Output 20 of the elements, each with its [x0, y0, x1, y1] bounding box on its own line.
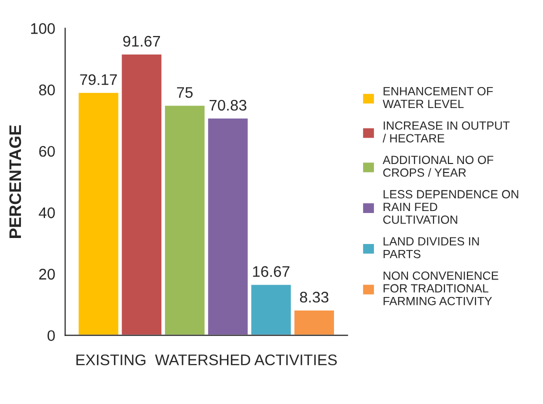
legend-label: LESS DEPENDENCE ON RAIN FED CULTIVATION: [383, 190, 518, 224]
legend-label: ADDITIONAL NO OF CROPS / YEAR: [382, 156, 494, 177]
y-tick-label: 0: [48, 330, 55, 342]
y-tick-label: 80: [39, 84, 55, 96]
data-label: 16.67: [253, 266, 290, 277]
data-label: 8.33: [300, 292, 328, 303]
y-axis-title: PERCENTAGE: [9, 125, 22, 238]
data-label: 70.83: [210, 100, 246, 111]
legend-label: ENHANCEMENT OF WATER LEVEL: [382, 87, 493, 108]
y-tick-label: 100: [31, 23, 55, 34]
y-tick-label: 60: [39, 146, 55, 157]
legend-label: INCREASE IN OUTPUT / HECTARE: [382, 121, 510, 142]
legend-label: NON CONVENIENCE FOR TRADITIONAL FARMING ACTIVITY: [384, 271, 498, 306]
data-label: 79.17: [80, 74, 117, 86]
data-label: 91.67: [123, 36, 160, 47]
y-tick-label: 40: [38, 207, 55, 218]
y-tick-label: 20: [39, 268, 55, 280]
data-label: 75: [177, 87, 193, 98]
x-axis-title: EXISTING WATERSHED ACTIVITIES: [76, 354, 337, 366]
legend-label: LAND DIVIDES IN PARTS: [384, 237, 479, 258]
